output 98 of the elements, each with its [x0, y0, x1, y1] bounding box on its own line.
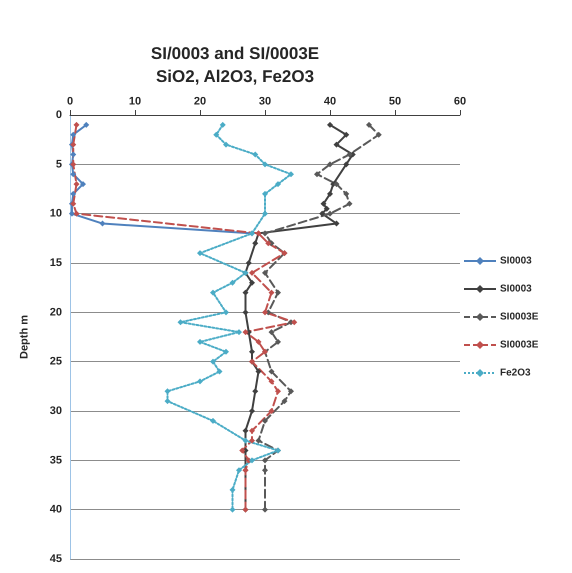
- y-tick-label: 20: [50, 306, 62, 318]
- point: [197, 378, 203, 384]
- x-tick-label: 30: [258, 96, 272, 108]
- point: [249, 457, 255, 464]
- point: [252, 240, 258, 246]
- point: [256, 438, 262, 444]
- point: [262, 309, 268, 316]
- point: [223, 142, 229, 148]
- point: [376, 132, 382, 138]
- x-tick-label: 0: [66, 96, 74, 108]
- point: [291, 319, 298, 326]
- point: [220, 122, 226, 128]
- point: [268, 368, 274, 375]
- point: [242, 438, 248, 444]
- point: [252, 388, 258, 394]
- y-tick-label: 0: [56, 109, 62, 121]
- point: [223, 309, 229, 316]
- point: [262, 270, 268, 276]
- point: [74, 122, 80, 128]
- point: [275, 290, 281, 296]
- point: [252, 151, 258, 158]
- point: [324, 206, 330, 212]
- point: [275, 181, 281, 188]
- x-tick-label: 50: [388, 96, 402, 108]
- point: [288, 388, 294, 394]
- point: [262, 161, 268, 168]
- y-tick-label: 35: [50, 454, 62, 466]
- point: [223, 348, 229, 355]
- point: [334, 181, 340, 188]
- y-tick-label: 45: [50, 553, 62, 565]
- point: [268, 408, 274, 414]
- x-tick-label: 20: [194, 96, 206, 108]
- point: [319, 210, 326, 217]
- legend-label: SI0003E: [500, 312, 539, 322]
- point: [268, 378, 274, 384]
- chart-subtitle: SiO2, Al2O3, Fe2O3: [156, 67, 314, 86]
- point: [262, 418, 268, 424]
- y-tick-label: 10: [50, 208, 62, 220]
- x-tick-label: 10: [128, 96, 142, 108]
- point: [343, 161, 350, 168]
- point: [197, 250, 203, 256]
- point: [230, 280, 236, 286]
- point: [268, 329, 274, 336]
- point: [213, 132, 220, 138]
- point: [100, 220, 106, 227]
- point: [249, 280, 255, 286]
- point: [346, 200, 352, 207]
- point: [246, 260, 252, 266]
- point: [262, 230, 268, 236]
- point: [268, 290, 274, 296]
- legend-label: SI0003: [500, 284, 532, 294]
- point: [249, 270, 255, 276]
- y-tick-label: 40: [50, 504, 62, 516]
- point: [346, 151, 352, 158]
- legend-label: SI0003E: [500, 340, 539, 350]
- point: [210, 290, 216, 296]
- point: [327, 161, 333, 168]
- legend-label: Fe2O3: [500, 368, 532, 378]
- point: [236, 467, 242, 474]
- point: [74, 210, 80, 217]
- point: [343, 190, 350, 197]
- x-tick-label: 60: [454, 96, 466, 108]
- point: [275, 338, 281, 345]
- y-axis-title: Depth m: [18, 314, 30, 359]
- point: [242, 329, 248, 336]
- point: [366, 122, 372, 128]
- point: [327, 122, 333, 128]
- point: [70, 132, 76, 138]
- point: [210, 358, 216, 365]
- point: [334, 142, 340, 148]
- point: [249, 408, 255, 414]
- y-tick-label: 5: [56, 158, 62, 170]
- point: [80, 181, 86, 188]
- point: [256, 338, 262, 345]
- point: [70, 190, 76, 197]
- point: [265, 240, 272, 246]
- x-tick-label: 40: [324, 96, 336, 108]
- point: [282, 398, 288, 404]
- legend-label: SI0003: [500, 256, 532, 266]
- chart-title: SI/0003 and SI/0003E: [150, 44, 320, 63]
- y-tick-label: 30: [50, 405, 62, 417]
- point: [314, 171, 320, 178]
- point: [327, 190, 333, 197]
- point: [164, 398, 170, 404]
- point: [70, 151, 76, 158]
- point: [320, 200, 326, 207]
- point: [275, 388, 281, 394]
- point: [70, 171, 76, 178]
- point: [216, 368, 222, 375]
- point: [83, 122, 90, 128]
- y-tick-label: 15: [50, 257, 62, 269]
- point: [327, 210, 333, 217]
- point: [288, 171, 294, 178]
- point: [210, 418, 216, 424]
- point: [343, 132, 350, 138]
- y-tick-label: 25: [50, 356, 62, 368]
- point: [262, 457, 268, 464]
- point: [239, 447, 246, 454]
